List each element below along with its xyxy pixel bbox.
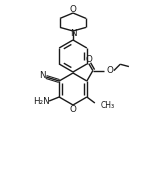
Text: O: O [85,55,92,64]
Text: O: O [107,66,114,75]
Text: N: N [70,30,76,38]
Text: CH₃: CH₃ [101,101,115,109]
Text: O: O [69,105,77,113]
Text: O: O [69,5,77,14]
Text: N: N [39,72,45,81]
Text: H₂N: H₂N [33,97,49,106]
